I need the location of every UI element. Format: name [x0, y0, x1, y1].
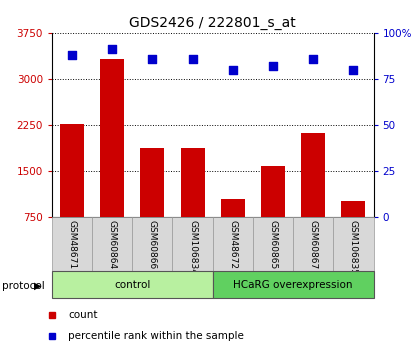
Text: control: control [114, 280, 151, 289]
Bar [52, 217, 92, 271]
Text: count: count [68, 310, 98, 320]
Point [310, 56, 317, 61]
Point [270, 63, 276, 69]
Bar [301, 133, 325, 217]
Title: GDS2426 / 222801_s_at: GDS2426 / 222801_s_at [129, 16, 296, 30]
Bar [173, 217, 213, 271]
Bar [132, 217, 173, 271]
Point [149, 56, 156, 61]
Text: protocol: protocol [2, 281, 45, 290]
Text: ▶: ▶ [34, 281, 42, 290]
Bar [221, 199, 245, 217]
Text: HCaRG overexpression: HCaRG overexpression [233, 280, 353, 289]
Bar [261, 166, 285, 217]
Bar [253, 217, 293, 271]
Bar [181, 148, 205, 217]
Point [189, 56, 196, 61]
Point [350, 67, 357, 72]
Text: GSM60866: GSM60866 [148, 220, 157, 269]
Bar [293, 217, 333, 271]
Bar [213, 217, 253, 271]
Text: GSM60867: GSM60867 [309, 220, 318, 269]
Text: GSM60865: GSM60865 [269, 220, 278, 269]
Text: GSM60864: GSM60864 [107, 220, 117, 269]
Point [68, 52, 75, 58]
Text: GSM48672: GSM48672 [228, 220, 237, 269]
Bar [92, 217, 132, 271]
Bar [213, 271, 374, 298]
Bar [140, 148, 164, 217]
Text: GSM106834: GSM106834 [188, 220, 197, 275]
Bar [100, 59, 124, 217]
Bar [52, 271, 213, 298]
Text: GSM48671: GSM48671 [68, 220, 76, 269]
Text: percentile rank within the sample: percentile rank within the sample [68, 331, 244, 341]
Point [229, 67, 236, 72]
Bar [341, 201, 366, 217]
Text: GSM106835: GSM106835 [349, 220, 358, 275]
Point [109, 47, 115, 52]
Bar [333, 217, 374, 271]
Bar [60, 124, 84, 217]
